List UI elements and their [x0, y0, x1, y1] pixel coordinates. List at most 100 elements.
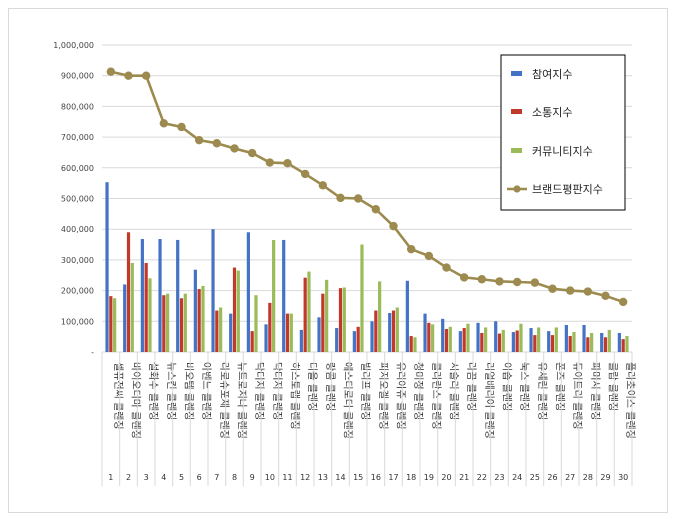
bar-1-14	[335, 328, 339, 352]
y-tick-label: 800,000	[61, 102, 94, 111]
y-tick-label: 700,000	[61, 133, 94, 142]
rank-label: 5	[179, 473, 184, 482]
reputation-point-5	[177, 122, 186, 132]
reputation-point-4	[159, 119, 169, 128]
category-label: 랑콤 클렌징	[324, 362, 336, 411]
bar-3-3	[148, 278, 152, 352]
bar-3-27	[572, 332, 576, 352]
category-label: 에스티로더 클렌징	[342, 362, 354, 439]
reputation-point-1	[106, 67, 116, 76]
bar-3-11	[289, 313, 293, 352]
reputation-point-9	[247, 148, 257, 158]
bar-2-9	[250, 331, 254, 352]
bar-1-18	[405, 280, 409, 352]
bar-3-1	[113, 298, 117, 352]
bar-2-24	[515, 330, 519, 352]
bar-2-19	[427, 322, 431, 352]
legend-box	[500, 54, 626, 211]
bar-3-17	[395, 307, 399, 352]
bar-1-15	[352, 331, 356, 352]
bar-2-13	[321, 293, 325, 352]
bar-3-29	[607, 329, 611, 352]
rank-label: 17	[388, 473, 398, 482]
bar-3-20	[448, 326, 452, 352]
bar-3-10	[272, 239, 276, 352]
bar-2-20	[444, 328, 449, 352]
category-label: 라로슈포제 클렌징	[218, 362, 230, 439]
bar-3-22	[484, 327, 488, 352]
reputation-point-18	[406, 244, 416, 254]
rank-label: 9	[250, 473, 255, 482]
bar-3-8	[236, 270, 240, 352]
category-label: 라끔 클렌징	[465, 362, 477, 411]
rank-label: 11	[282, 473, 292, 482]
bar-2-17	[391, 310, 396, 352]
bar-1-21	[458, 331, 462, 352]
category-label: 디올 클렌징	[306, 362, 318, 411]
rank-label: 13	[318, 473, 328, 482]
rank-label: 28	[583, 473, 593, 482]
bar-1-27	[564, 324, 568, 352]
bar-3-14	[342, 287, 346, 352]
reputation-point-19	[424, 251, 434, 261]
rank-label: 6	[197, 473, 202, 482]
bar-3-19	[431, 324, 435, 352]
bar-1-16	[370, 321, 374, 352]
reputation-point-13	[318, 181, 328, 190]
bar-2-3	[144, 262, 148, 352]
bar-2-14	[338, 288, 343, 352]
reputation-point-23	[495, 277, 504, 286]
bar-3-5	[183, 293, 187, 352]
bar-1-1	[105, 182, 109, 352]
bar-3-28	[590, 332, 594, 352]
reputation-point-16	[371, 205, 381, 214]
bar-2-27	[568, 336, 572, 352]
category-label: 히스토랩 클렌징	[289, 362, 301, 430]
rank-label: 25	[530, 473, 540, 482]
bar-2-1	[109, 296, 113, 352]
rank-label: 2	[126, 473, 131, 482]
reputation-point-27	[565, 286, 575, 295]
bar-2-30	[621, 339, 625, 352]
bar-2-23	[497, 333, 502, 352]
reputation-point-30	[618, 297, 628, 307]
legend-label-4: 브랜드평판지수	[532, 183, 603, 196]
category-label: 클라란스 클렌징	[430, 362, 442, 430]
bar-1-2	[123, 284, 127, 352]
y-tick-label: 400,000	[61, 225, 94, 234]
bar-1-5	[176, 239, 180, 352]
reputation-point-14	[336, 193, 345, 203]
bar-3-25	[537, 327, 541, 352]
bar-1-25	[529, 328, 533, 352]
rank-label: 23	[494, 473, 504, 482]
bar-1-9	[246, 232, 250, 352]
category-label: 폴라초이스 클렌징	[624, 362, 636, 439]
rank-label: 19	[424, 473, 434, 482]
bar-2-22	[480, 332, 484, 352]
y-tick-label: 300,000	[61, 256, 94, 265]
bar-3-23	[501, 329, 505, 352]
bar-3-4	[166, 293, 170, 352]
category-label: 닥터지 클렌징	[253, 362, 265, 420]
y-tick-label: 900,000	[61, 72, 94, 81]
bar-2-10	[268, 302, 272, 352]
bar-1-30	[617, 332, 621, 352]
bar-2-8	[232, 267, 237, 352]
bar-1-6	[193, 269, 197, 352]
rank-label: 14	[335, 473, 345, 482]
y-tick-label: 100,000	[61, 317, 94, 326]
bar-2-16	[374, 310, 378, 352]
category-label: 비오템 클렌징	[183, 362, 195, 420]
bar-1-4	[158, 239, 162, 352]
bar-3-18	[413, 337, 417, 352]
reputation-point-2	[124, 71, 133, 80]
bar-3-26	[554, 327, 558, 352]
bar-1-26	[547, 331, 551, 352]
rank-label: 16	[371, 473, 381, 482]
bar-1-24	[511, 332, 515, 352]
reputation-point-25	[530, 278, 540, 287]
rank-label: 10	[265, 473, 275, 482]
y-tick-label: 1,000,000	[53, 41, 94, 50]
reputation-point-24	[512, 277, 522, 287]
bar-3-9	[254, 295, 258, 352]
